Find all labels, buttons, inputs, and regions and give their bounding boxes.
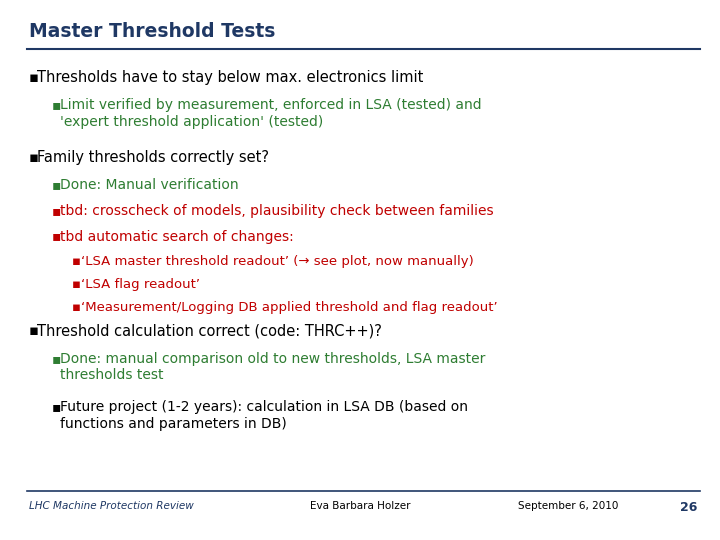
Text: Limit verified by measurement, enforced in LSA (tested) and
'expert threshold ap: Limit verified by measurement, enforced … [60, 98, 482, 129]
Text: Eva Barbara Holzer: Eva Barbara Holzer [310, 501, 410, 511]
Text: ‘LSA master threshold readout’ (→ see plot, now manually): ‘LSA master threshold readout’ (→ see pl… [81, 255, 473, 268]
Text: ▪: ▪ [52, 230, 61, 244]
Text: ▪: ▪ [29, 150, 39, 165]
Text: tbd automatic search of changes:: tbd automatic search of changes: [60, 230, 294, 244]
Text: ▪: ▪ [52, 400, 61, 414]
Text: Future project (1-2 years): calculation in LSA DB (based on
functions and parame: Future project (1-2 years): calculation … [60, 400, 469, 431]
Text: ▪: ▪ [72, 255, 81, 268]
Text: ▪: ▪ [52, 178, 61, 192]
Text: ▪: ▪ [52, 352, 61, 366]
Text: ‘Measurement/Logging DB applied threshold and flag readout’: ‘Measurement/Logging DB applied threshol… [81, 301, 498, 314]
Text: ▪: ▪ [52, 98, 61, 112]
Text: 26: 26 [680, 501, 697, 514]
Text: ‘LSA flag readout’: ‘LSA flag readout’ [81, 278, 199, 291]
Text: Done: Manual verification: Done: Manual verification [60, 178, 239, 192]
Text: ▪: ▪ [72, 301, 81, 314]
Text: Done: manual comparison old to new thresholds, LSA master
thresholds test: Done: manual comparison old to new thres… [60, 352, 486, 382]
Text: September 6, 2010: September 6, 2010 [518, 501, 618, 511]
Text: Family thresholds correctly set?: Family thresholds correctly set? [37, 150, 269, 165]
Text: LHC Machine Protection Review: LHC Machine Protection Review [29, 501, 194, 511]
Text: ▪: ▪ [29, 323, 39, 339]
Text: ▪: ▪ [29, 70, 39, 85]
Text: tbd: crosscheck of models, plausibility check between families: tbd: crosscheck of models, plausibility … [60, 204, 494, 218]
Text: ▪: ▪ [52, 204, 61, 218]
Text: Threshold calculation correct (code: THRC++)?: Threshold calculation correct (code: THR… [37, 323, 382, 339]
Text: Master Threshold Tests: Master Threshold Tests [29, 22, 275, 40]
Text: Thresholds have to stay below max. electronics limit: Thresholds have to stay below max. elect… [37, 70, 424, 85]
Text: ▪: ▪ [72, 278, 81, 291]
